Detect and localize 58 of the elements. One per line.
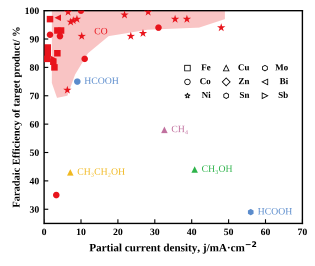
y-tick-label: 70	[30, 92, 39, 100]
point	[56, 32, 64, 40]
y-tick-label: 30	[30, 206, 39, 213]
annotation: Zn	[238, 78, 250, 84]
annotation: Sn	[240, 92, 250, 98]
annotation: CH₃CH₂OH	[78, 168, 125, 177]
annotation: Sb	[278, 92, 288, 98]
annotation: HCOOH	[84, 77, 119, 84]
annotation: Ni	[202, 92, 211, 98]
point	[126, 32, 135, 40]
annotation: Cu	[238, 64, 250, 70]
point	[191, 166, 198, 173]
point	[54, 14, 62, 21]
x-axis-title: Partial current density, j/mA·cm$^{−2}$	[89, 241, 256, 254]
point	[170, 14, 180, 23]
x-tick-label: 60	[260, 228, 270, 236]
y-tick-label: 40	[30, 178, 39, 184]
point	[58, 27, 64, 34]
x-tick-label: 70	[298, 228, 307, 236]
x-tick-label: 10	[76, 228, 86, 236]
point	[54, 50, 61, 56]
point	[155, 24, 162, 31]
y-tick-label: 60	[30, 121, 39, 128]
point	[44, 56, 50, 62]
annotation: Co	[200, 78, 210, 84]
point	[74, 78, 81, 85]
point	[46, 32, 54, 38]
annotation: Mo	[275, 64, 288, 70]
point	[67, 169, 74, 176]
y-axis-title: Faradaic Efficiency of target product/ %	[12, 27, 22, 208]
point	[51, 64, 58, 71]
x-tick-label: 50	[224, 228, 234, 236]
point	[217, 23, 226, 32]
annotation: Bi	[280, 78, 288, 84]
point	[63, 86, 72, 94]
annotation: CH₃OH	[202, 165, 232, 174]
x-tick-label: 40	[186, 228, 196, 236]
y-tick-label: 90	[30, 36, 39, 42]
point	[53, 192, 60, 198]
x-tick-label: 30	[150, 228, 160, 236]
annotation: CH₄	[172, 126, 188, 134]
y-tick-label: 80	[30, 64, 39, 71]
annotation: CO	[94, 28, 108, 34]
annotation: Fe	[201, 64, 210, 70]
point	[81, 56, 88, 62]
x-tick-label: 20	[113, 228, 122, 236]
point	[161, 126, 168, 134]
point	[182, 14, 192, 23]
annotation: HCOOH	[258, 208, 292, 215]
point	[138, 28, 148, 37]
y-tick-label: 100	[25, 8, 39, 14]
point	[72, 14, 82, 23]
point	[46, 16, 54, 22]
point	[120, 10, 129, 18]
y-tick-label: 50	[30, 149, 39, 156]
x-tick-label: 0	[42, 228, 46, 236]
point	[78, 32, 86, 40]
point	[248, 208, 254, 216]
